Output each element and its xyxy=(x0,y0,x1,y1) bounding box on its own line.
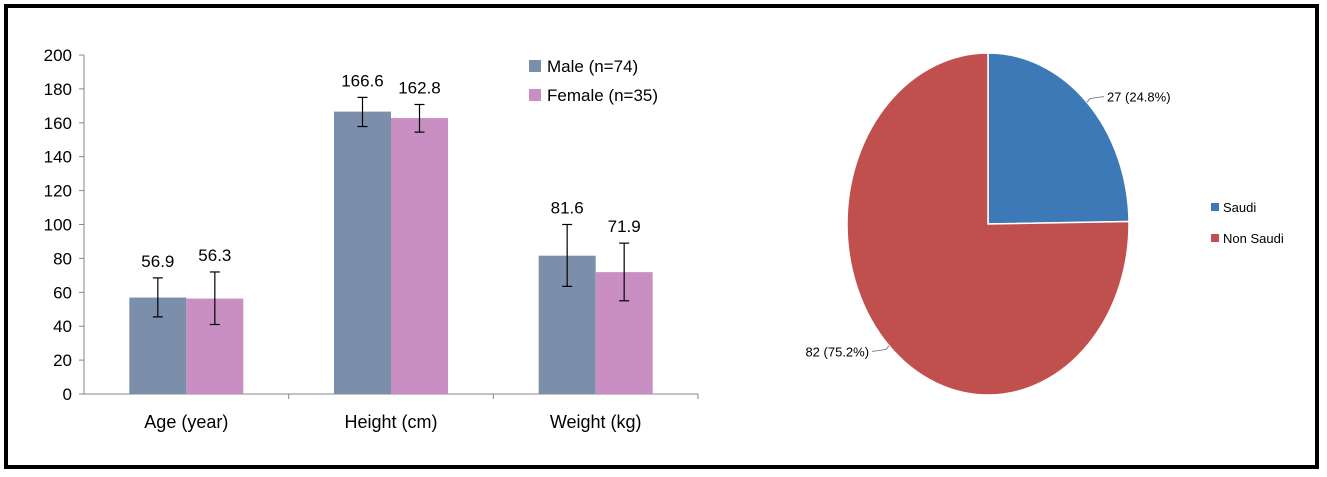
x-category-label: Height (cm) xyxy=(344,412,437,432)
x-category-label: Age (year) xyxy=(144,412,228,432)
y-tick-label: 100 xyxy=(44,216,72,235)
pie-chart-legend: Saudi Non Saudi xyxy=(1211,200,1284,246)
legend-label: Female (n=35) xyxy=(547,86,658,105)
legend-swatch xyxy=(529,89,541,101)
data-label: 56.3 xyxy=(198,246,231,265)
y-tick-label: 160 xyxy=(44,114,72,133)
pie-legend-label: Non Saudi xyxy=(1223,231,1284,246)
data-label: 162.8 xyxy=(398,78,441,97)
bar-chart-legend: Male (n=74) Female (n=35) xyxy=(529,57,658,105)
y-tick-label: 80 xyxy=(53,249,72,268)
data-label: 81.6 xyxy=(551,199,584,218)
y-tick-label: 60 xyxy=(53,283,72,302)
bar xyxy=(391,118,448,394)
y-tick-label: 40 xyxy=(53,317,72,336)
pie-legend-swatch xyxy=(1211,234,1219,242)
y-tick-label: 200 xyxy=(44,46,72,65)
pie-slice xyxy=(987,52,1130,225)
legend-swatch xyxy=(529,60,541,72)
pie-chart: 27 (24.8%) 82 (75.2%) Saudi Non Saudi xyxy=(805,52,1284,396)
pie-chart-marks: 27 (24.8%) 82 (75.2%) xyxy=(805,52,1171,396)
data-label: 166.6 xyxy=(341,71,384,90)
y-tick-label: 120 xyxy=(44,182,72,201)
pie-legend-swatch xyxy=(1211,203,1219,211)
y-tick-label: 0 xyxy=(63,385,72,404)
y-tick-label: 20 xyxy=(53,351,72,370)
pie-leader-line xyxy=(871,345,890,352)
data-label: 71.9 xyxy=(608,217,641,236)
pie-legend-label: Saudi xyxy=(1223,200,1256,215)
pie-slice-label: 82 (75.2%) xyxy=(805,344,869,359)
bar-chart-axes: 0 20 40 60 80 100 120 140 160 180 200 Age (year) Hei… xyxy=(44,46,699,432)
y-tick-label: 140 xyxy=(44,148,72,167)
pie-slice xyxy=(846,52,1130,396)
x-category-label: Weight (kg) xyxy=(550,412,642,432)
y-tick-label: 180 xyxy=(44,80,72,99)
legend-label: Male (n=74) xyxy=(547,57,638,76)
pie-slice-label: 27 (24.8%) xyxy=(1107,90,1171,105)
bar-chart-marks: 56.9 56.3 166.6 162.8 81.6 71.9 xyxy=(129,71,653,394)
bar xyxy=(334,111,391,394)
data-label: 56.9 xyxy=(141,252,174,271)
bar-chart: 0 20 40 60 80 100 120 140 160 180 200 Age (year) Hei… xyxy=(44,46,699,432)
pie-leader-line xyxy=(1086,96,1105,103)
